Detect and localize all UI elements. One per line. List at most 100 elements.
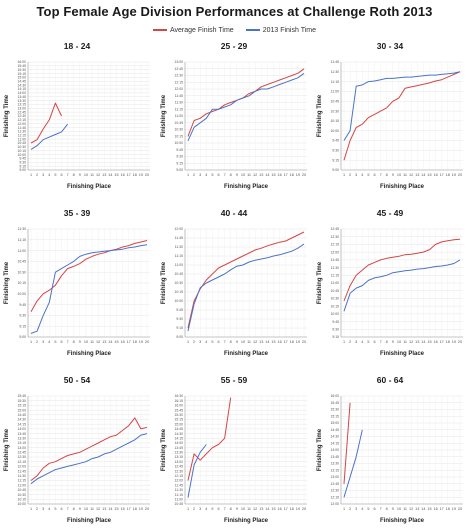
x-tick-label: 11 bbox=[403, 173, 407, 177]
series-line-average bbox=[187, 68, 305, 137]
x-tick-label: 1 bbox=[187, 173, 189, 177]
series-line-2013 bbox=[343, 71, 461, 141]
y-tick-label: 14:00 bbox=[331, 448, 340, 452]
legend-label-average: Average Finish Time bbox=[170, 26, 234, 34]
x-tick-label: 9 bbox=[236, 340, 238, 344]
y-tick-label: 11:45 bbox=[331, 60, 339, 64]
x-tick-label: 14 bbox=[421, 173, 425, 177]
x-tick-label: 11 bbox=[90, 173, 94, 177]
series-line-2013 bbox=[30, 244, 148, 334]
x-tick-label: 12 bbox=[96, 507, 100, 511]
y-tick-label: 12:30 bbox=[18, 455, 27, 459]
y-tick-label: 11:45 bbox=[18, 126, 26, 130]
x-tick-label: 9 bbox=[79, 340, 81, 344]
x-tick-label: 12 bbox=[409, 173, 413, 177]
x-tick-label: 13 bbox=[259, 340, 263, 344]
y-tick-label: 10:45 bbox=[175, 121, 184, 125]
x-tick-label: 17 bbox=[440, 340, 444, 344]
y-axis-title: Finishing Time bbox=[4, 428, 10, 471]
y-tick-label: 12:00 bbox=[18, 465, 27, 469]
x-tick-label: 6 bbox=[60, 173, 62, 177]
x-tick-label: 16 bbox=[120, 507, 124, 511]
y-tick-label: 12:45 bbox=[18, 110, 27, 114]
x-tick-label: 19 bbox=[296, 340, 300, 344]
chart-title: 55 - 59 bbox=[221, 375, 248, 385]
y-axis-title: Finishing Time bbox=[161, 261, 167, 304]
x-tick-label: 20 bbox=[458, 173, 462, 177]
x-tick-label: 5 bbox=[54, 173, 56, 177]
y-axis-title: Finishing Time bbox=[161, 428, 167, 471]
y-tick-label: 10:15 bbox=[18, 498, 27, 502]
x-tick-label: 11 bbox=[90, 507, 94, 511]
chart-title: 45 - 49 bbox=[377, 208, 404, 218]
y-tick-label: 13:00 bbox=[18, 106, 27, 110]
x-tick-label: 12 bbox=[409, 340, 413, 344]
y-tick-label: 12:00 bbox=[18, 122, 27, 126]
x-tick-label: 10 bbox=[241, 507, 245, 511]
x-tick-label: 8 bbox=[230, 507, 232, 511]
y-tick-label: 10:30 bbox=[331, 297, 340, 301]
y-tick-label: 12:00 bbox=[175, 227, 184, 231]
series-line-2013 bbox=[187, 444, 207, 498]
y-tick-label: 11:00 bbox=[175, 114, 183, 118]
y-tick-label: 11:30 bbox=[18, 474, 26, 478]
x-tick-label: 19 bbox=[139, 173, 143, 177]
y-axis-title: Finishing Time bbox=[317, 94, 323, 137]
x-tick-label: 11 bbox=[403, 340, 407, 344]
y-tick-label: 11:15 bbox=[18, 479, 26, 483]
x-tick-label: 8 bbox=[386, 507, 388, 511]
y-tick-label: 13:15 bbox=[18, 441, 27, 445]
y-tick-label: 12:00 bbox=[175, 87, 184, 91]
chart-title: 50 - 54 bbox=[64, 375, 91, 385]
x-tick-label: 9 bbox=[392, 340, 394, 344]
x-tick-label: 13 bbox=[259, 507, 263, 511]
y-tick-label: 10:15 bbox=[18, 281, 27, 285]
chart-panel-2: 30 - 34 9:00 9:15 9:30 9:45 10:00 10:15 10:30 10… bbox=[317, 41, 463, 190]
y-tick-label: 10:30 bbox=[331, 109, 340, 113]
x-tick-label: 3 bbox=[199, 173, 201, 177]
x-tick-label: 5 bbox=[211, 507, 213, 511]
x-tick-label: 11 bbox=[403, 507, 407, 511]
y-tick-label: 11:15 bbox=[175, 254, 183, 258]
x-tick-label: 5 bbox=[54, 340, 56, 344]
x-tick-label: 15 bbox=[427, 507, 431, 511]
x-tick-label: 7 bbox=[224, 173, 226, 177]
x-tick-label: 6 bbox=[373, 507, 375, 511]
y-tick-label: 11:30 bbox=[18, 130, 26, 134]
y-tick-label: 11:30 bbox=[175, 101, 183, 105]
y-tick-label: 9:15 bbox=[19, 324, 26, 328]
x-tick-label: 16 bbox=[433, 340, 437, 344]
x-tick-label: 9 bbox=[392, 173, 394, 177]
x-tick-label: 1 bbox=[343, 507, 345, 511]
y-tick-label: 15:00 bbox=[331, 421, 340, 425]
x-tick-label: 18 bbox=[446, 507, 450, 511]
y-tick-label: 10:30 bbox=[18, 145, 27, 149]
x-axis-title: Finishing Place bbox=[380, 184, 425, 190]
x-tick-label: 12 bbox=[253, 507, 257, 511]
chart-panel-6: 50 - 5410:0010:1510:3010:4511:0011:1511:… bbox=[4, 375, 150, 524]
x-tick-label: 18 bbox=[446, 340, 450, 344]
y-tick-label: 13:15 bbox=[18, 103, 27, 107]
x-tick-label: 19 bbox=[296, 507, 300, 511]
y-tick-label: 14:45 bbox=[331, 428, 340, 432]
y-tick-label: 11:30 bbox=[18, 227, 26, 231]
x-tick-label: 4 bbox=[48, 507, 50, 511]
x-tick-label: 15 bbox=[427, 173, 431, 177]
y-tick-label: 11:00 bbox=[331, 90, 339, 94]
x-tick-label: 10 bbox=[397, 507, 401, 511]
y-tick-label: 11:15 bbox=[331, 80, 339, 84]
legend-swatch-average bbox=[153, 29, 167, 31]
x-tick-label: 13 bbox=[415, 340, 419, 344]
x-tick-label: 15 bbox=[114, 340, 118, 344]
x-tick-label: 6 bbox=[217, 340, 219, 344]
y-tick-label: 9:15 bbox=[176, 161, 183, 165]
x-tick-label: 4 bbox=[48, 173, 50, 177]
x-tick-label: 6 bbox=[217, 173, 219, 177]
x-tick-label: 6 bbox=[373, 173, 375, 177]
x-tick-label: 16 bbox=[277, 173, 281, 177]
x-tick-label: 10 bbox=[84, 173, 88, 177]
y-tick-label: 12:45 bbox=[18, 451, 27, 455]
x-tick-label: 4 bbox=[205, 507, 207, 511]
y-tick-label: 10:45 bbox=[18, 488, 27, 492]
y-tick-label: 10:30 bbox=[18, 270, 27, 274]
